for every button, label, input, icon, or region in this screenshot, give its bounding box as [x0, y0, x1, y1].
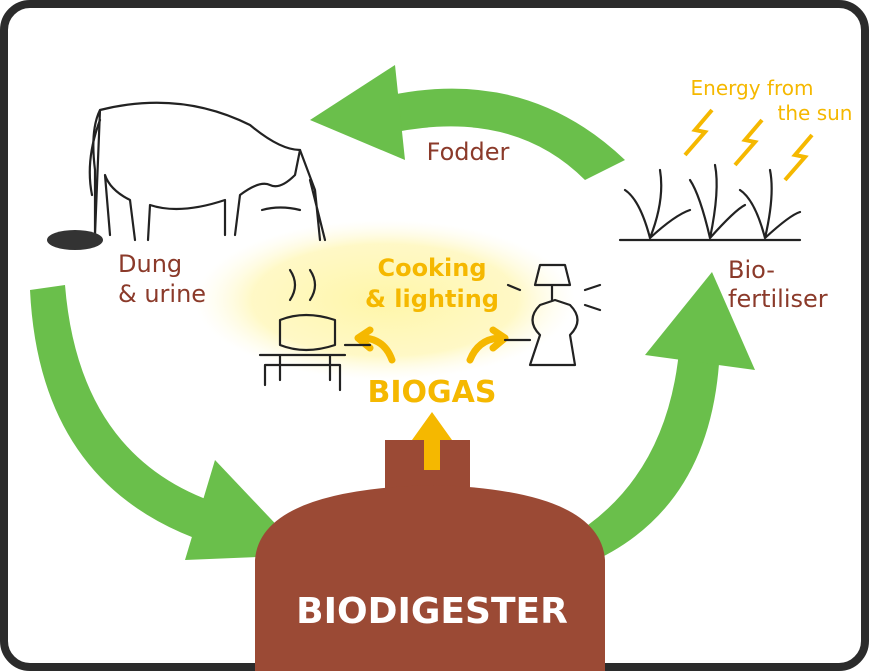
- cow: [88, 101, 327, 242]
- dung: [47, 230, 103, 250]
- fertiliser-label: Bio-: [728, 256, 775, 284]
- biodigester-label: BIODIGESTER: [296, 591, 568, 632]
- arrow-right: [466, 326, 509, 364]
- dung-label: Dung: [118, 250, 182, 278]
- stove: [258, 268, 372, 392]
- dung-label: & urine: [118, 280, 206, 308]
- cooking-label: & lighting: [365, 285, 499, 313]
- arrowhead: [645, 272, 755, 370]
- fodder-label: Fodder: [427, 138, 510, 166]
- cooking-label: Cooking: [377, 254, 486, 282]
- energy-label: Energy from: [691, 76, 814, 100]
- digester: [255, 485, 605, 671]
- glow: [195, 220, 575, 380]
- arrow-fertiliser: [565, 340, 720, 565]
- fertiliser-label: fertiliser: [728, 285, 828, 313]
- arrow-left: [354, 326, 396, 364]
- biogas-label: BIOGAS: [368, 375, 497, 410]
- arrow-fodder: [370, 88, 625, 180]
- arrow-up: [412, 412, 452, 470]
- energy-label: the sun: [778, 101, 853, 125]
- lamp: [503, 263, 602, 367]
- sun-rays: [683, 108, 814, 182]
- arrowhead: [310, 65, 405, 160]
- plants: [618, 163, 802, 242]
